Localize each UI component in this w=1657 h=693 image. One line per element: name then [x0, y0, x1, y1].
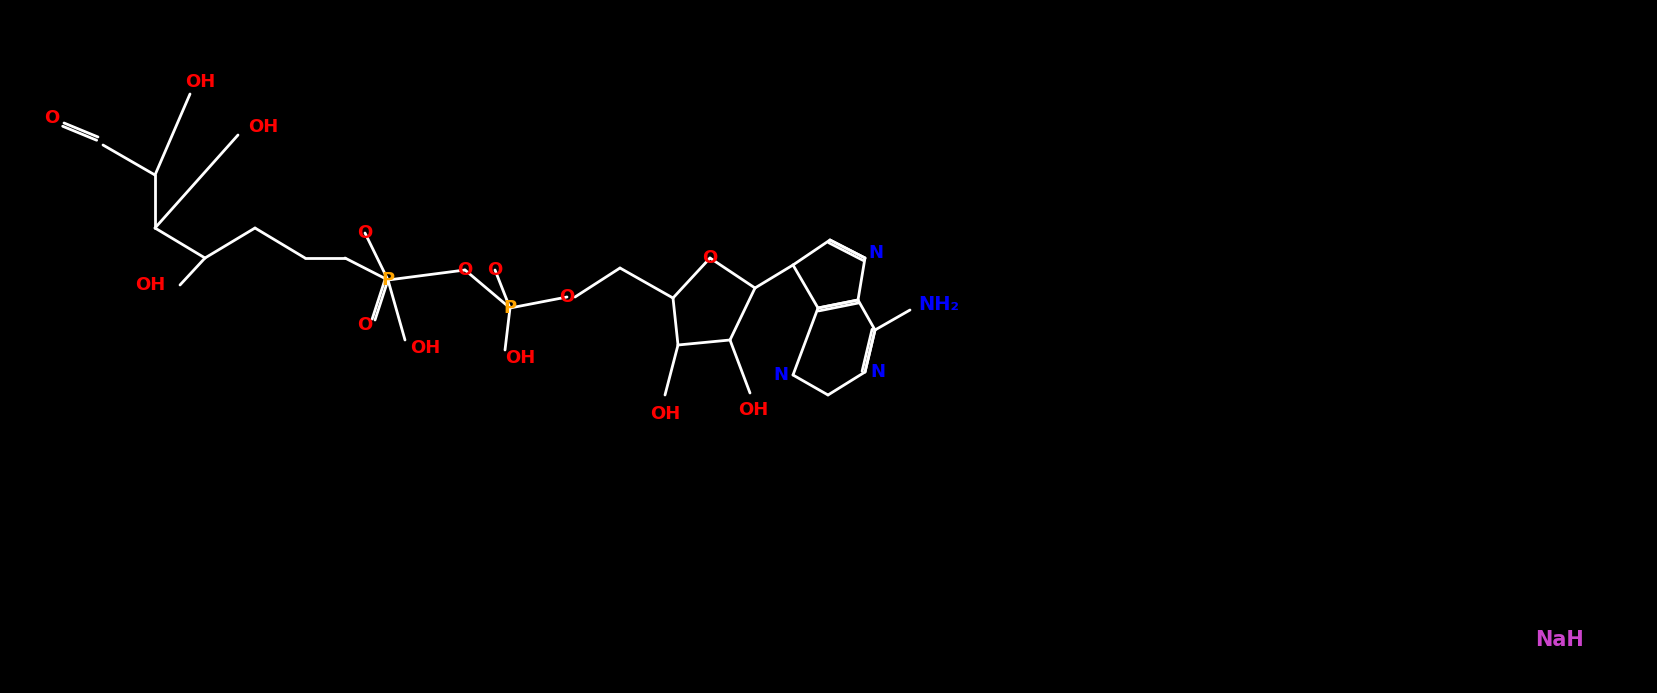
Text: NaH: NaH: [1534, 630, 1584, 650]
Text: O: O: [457, 261, 472, 279]
Text: OH: OH: [186, 73, 215, 91]
Text: P: P: [504, 299, 517, 317]
Text: OH: OH: [249, 118, 278, 136]
Text: OH: OH: [134, 276, 166, 294]
Text: N: N: [868, 244, 883, 262]
Text: OH: OH: [737, 401, 767, 419]
Text: P: P: [381, 271, 394, 289]
Text: OH: OH: [505, 349, 535, 367]
Text: O: O: [558, 288, 575, 306]
Text: N: N: [772, 366, 787, 384]
Text: NH₂: NH₂: [918, 295, 958, 315]
Text: N: N: [870, 363, 885, 381]
Text: O: O: [358, 316, 373, 334]
Text: O: O: [358, 224, 373, 242]
Text: O: O: [45, 109, 60, 127]
Text: O: O: [487, 261, 502, 279]
Text: O: O: [703, 249, 717, 267]
Text: OH: OH: [650, 405, 679, 423]
Text: OH: OH: [409, 339, 441, 357]
